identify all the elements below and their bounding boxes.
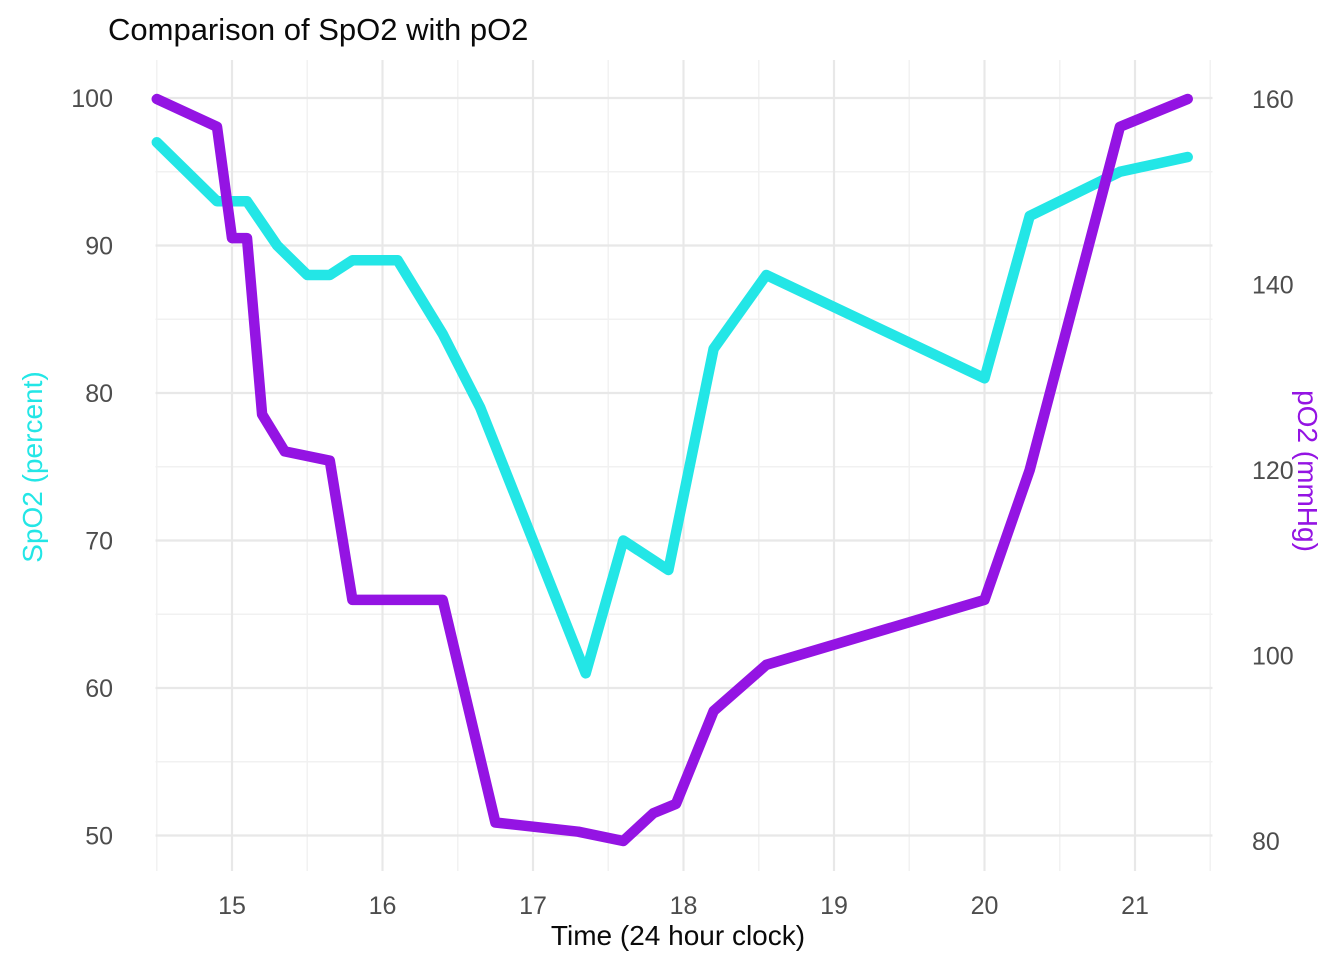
- x-tick-label: 21: [1121, 892, 1149, 920]
- spo2-line: [151, 137, 1193, 679]
- y-left-tick-label: 70: [85, 528, 113, 556]
- y-left-tick-label: 60: [85, 675, 113, 703]
- x-tick-label: 15: [218, 892, 246, 920]
- y-right-tick-label: 80: [1252, 828, 1280, 856]
- x-axis-title: Time (24 hour clock): [550, 920, 806, 951]
- y-left-tick-label: 90: [85, 233, 113, 261]
- x-tick-label: 20: [971, 892, 999, 920]
- y-right-tick-label: 160: [1252, 86, 1294, 114]
- y-left-tick-label: 100: [71, 85, 113, 113]
- x-tick-label: 18: [670, 892, 698, 920]
- x-tick-label: 19: [820, 892, 848, 920]
- y-right-tick-label: 100: [1252, 643, 1294, 671]
- po2-line: [151, 93, 1193, 847]
- y-right-tick-label: 140: [1252, 272, 1294, 300]
- y-right-tick-label: 120: [1252, 457, 1294, 485]
- y-left-tick-label: 80: [85, 380, 113, 408]
- x-tick-label: 17: [519, 892, 547, 920]
- y-left-tick-label: 50: [85, 823, 113, 851]
- x-tick-label: 16: [369, 892, 397, 920]
- chart-title: Comparison of SpO2 with pO2: [108, 12, 529, 47]
